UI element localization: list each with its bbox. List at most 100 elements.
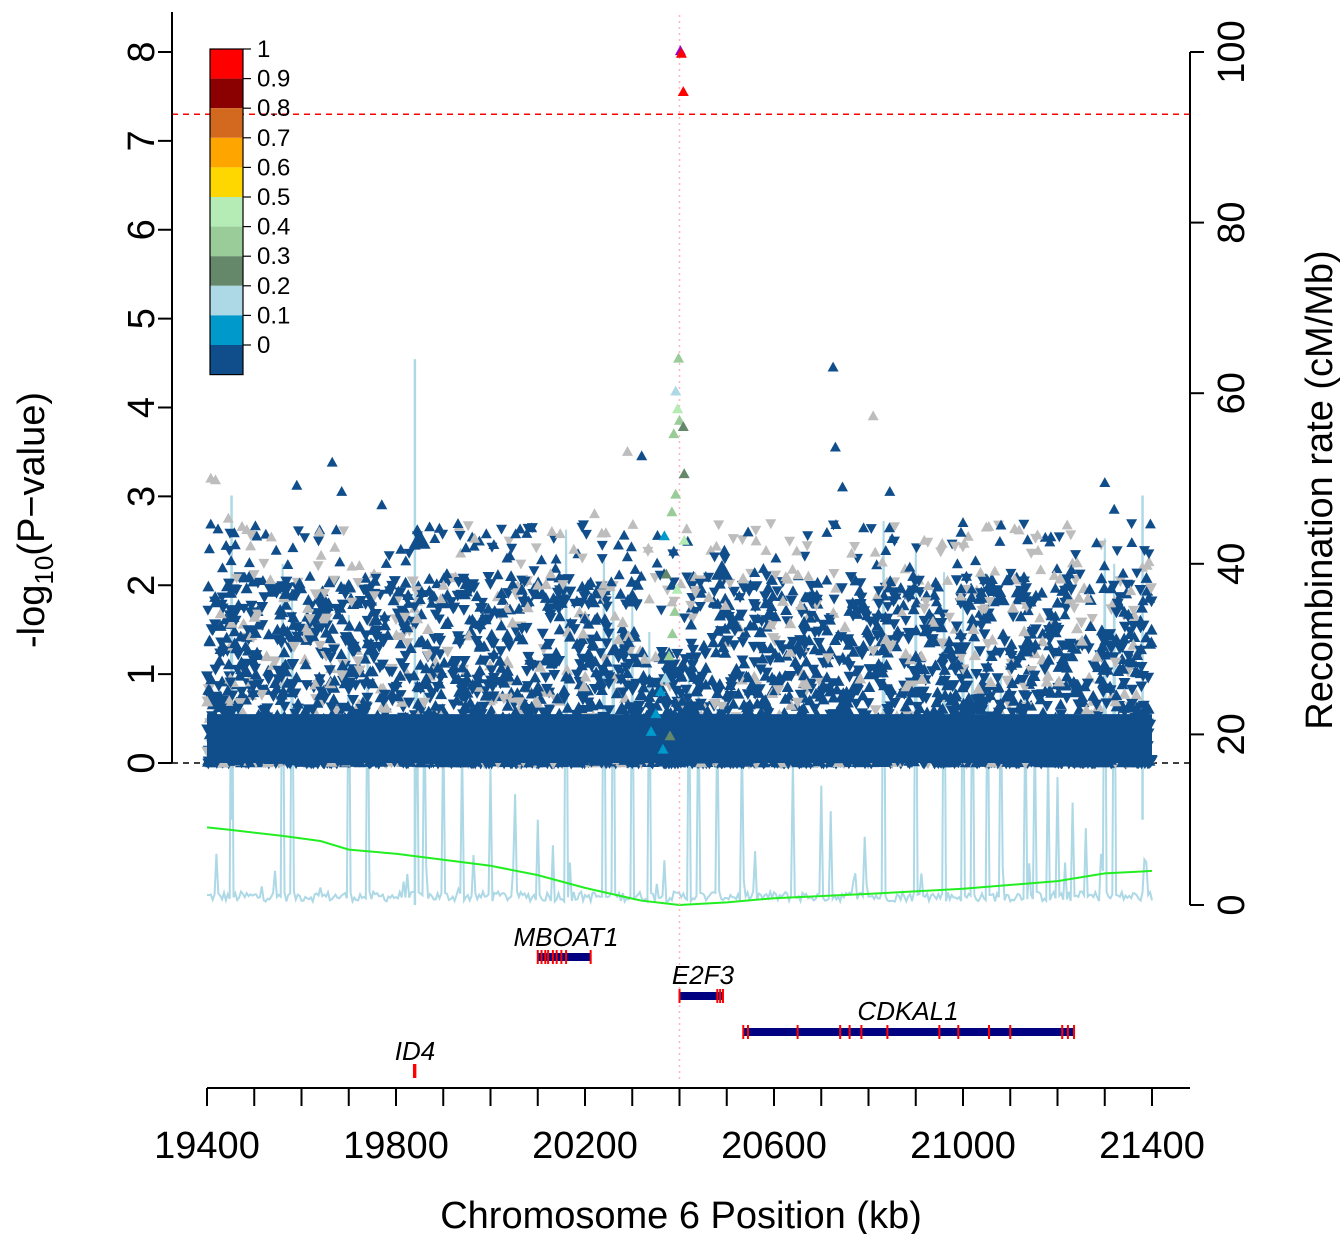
association-point (733, 671, 746, 683)
association-point (418, 697, 431, 709)
association-point (936, 638, 949, 650)
association-point (572, 644, 585, 656)
legend-swatch (210, 197, 243, 227)
association-point (760, 667, 773, 679)
association-point (864, 636, 877, 648)
association-point (1042, 653, 1055, 665)
association-point (583, 600, 595, 610)
association-point (766, 590, 779, 601)
association-point (223, 578, 235, 590)
association-point (962, 530, 974, 541)
association-point (1056, 640, 1069, 652)
x-axis-tick-label: 20600 (721, 1125, 827, 1167)
association-point (494, 678, 507, 690)
association-point (600, 622, 613, 634)
association-point (1052, 686, 1065, 698)
association-point (496, 524, 507, 535)
association-point (203, 635, 216, 647)
association-point (699, 678, 712, 690)
association-point (894, 582, 907, 593)
association-point (485, 704, 498, 716)
association-point (827, 691, 840, 703)
association-point (829, 634, 842, 645)
association-point (710, 540, 722, 551)
association-point (719, 622, 732, 634)
y-axis-right-tick-label: 100 (1211, 20, 1253, 83)
association-point (813, 675, 826, 687)
association-point (278, 646, 291, 658)
association-point (578, 520, 589, 531)
association-point (441, 568, 453, 578)
association-point (493, 654, 506, 666)
association-point (904, 561, 916, 572)
gene-body (679, 992, 723, 1000)
association-point (390, 629, 403, 640)
legend-label: 1 (257, 36, 270, 63)
association-point (1034, 693, 1047, 705)
association-point (871, 559, 883, 570)
association-point (1105, 604, 1118, 616)
association-point (534, 661, 547, 672)
association-point (627, 519, 639, 529)
association-point (600, 601, 613, 613)
association-point (633, 701, 646, 712)
association-point (779, 693, 792, 704)
association-point (676, 658, 689, 669)
association-point (503, 641, 516, 652)
association-point (426, 597, 437, 608)
association-point (1060, 692, 1073, 704)
association-point (324, 632, 336, 644)
legend-label: 0.3 (257, 243, 290, 270)
association-point-peak (546, 526, 558, 536)
association-point (683, 667, 696, 679)
legend-swatch (210, 256, 243, 286)
association-point (318, 693, 331, 705)
association-point (403, 548, 415, 559)
association-point (237, 662, 250, 674)
association-point (1140, 572, 1153, 583)
association-point (1096, 639, 1109, 651)
association-point (310, 628, 322, 639)
association-point (944, 691, 957, 702)
association-point (865, 524, 877, 534)
association-point (522, 523, 534, 534)
association-point (1071, 557, 1083, 568)
association-point (257, 575, 269, 585)
association-point (922, 580, 934, 591)
association-point (890, 640, 903, 652)
association-point (213, 654, 226, 666)
association-point (1045, 686, 1058, 698)
association-point (441, 646, 454, 658)
association-point (836, 651, 849, 663)
association-point (1109, 657, 1122, 669)
association-point (582, 656, 595, 668)
y-axis-right-tick-label: 20 (1211, 713, 1253, 755)
association-point (1082, 643, 1095, 655)
association-point (1135, 643, 1147, 655)
association-point (791, 697, 804, 709)
association-point (685, 703, 698, 715)
association-point (550, 562, 561, 573)
association-point (675, 670, 688, 682)
association-point (681, 693, 694, 705)
association-point (828, 594, 840, 605)
association-point (802, 531, 814, 542)
association-point (495, 587, 508, 598)
association-point (1087, 690, 1100, 701)
association-point-peak (636, 450, 648, 461)
association-point (258, 592, 271, 604)
association-point (441, 589, 454, 600)
association-point (957, 542, 969, 553)
association-point (980, 573, 993, 585)
association-point (589, 613, 602, 625)
association-point (836, 689, 849, 701)
association-point (906, 685, 918, 697)
association-point (239, 572, 251, 583)
association-point (299, 533, 311, 544)
association-point (631, 656, 644, 668)
association-point (217, 603, 229, 614)
ld-point (672, 403, 684, 414)
association-point (931, 596, 942, 607)
ld-point (660, 568, 672, 579)
association-point (394, 669, 407, 681)
